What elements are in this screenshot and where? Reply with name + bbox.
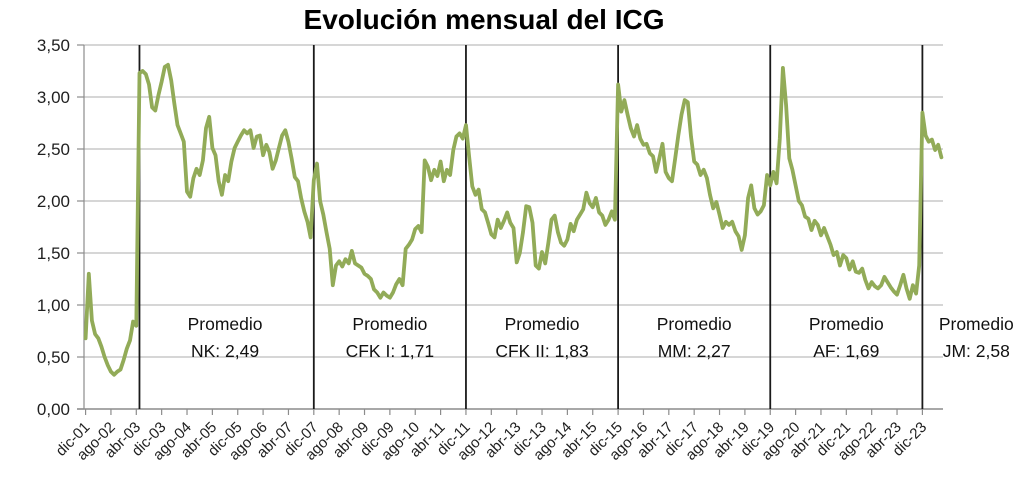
period-average-label: Promedio (657, 314, 732, 334)
y-axis-label: 0,00 (37, 400, 70, 419)
period-average-value: JM: 2,58 (943, 341, 1010, 361)
y-axis-label: 0,50 (37, 348, 70, 367)
y-axis-label: 3,00 (37, 88, 70, 107)
icg-series-line (83, 62, 944, 377)
period-average-label: Promedio (809, 314, 884, 334)
period-average-value: MM: 2,27 (658, 341, 731, 361)
chart-title: Evolución mensual del ICG (303, 4, 665, 35)
y-axis-label: 2,50 (37, 140, 70, 159)
y-axis-label: 1,50 (37, 244, 70, 263)
period-average-value: CFK I: 1,71 (346, 341, 435, 361)
y-axis-label: 1,00 (37, 296, 70, 315)
period-average-value: AF: 1,69 (813, 341, 879, 361)
period-average-label: Promedio (188, 314, 263, 334)
y-axis-label: 2,00 (37, 192, 70, 211)
y-axis-label: 3,50 (37, 36, 70, 55)
period-average-label: Promedio (939, 314, 1014, 334)
period-average-label: Promedio (505, 314, 580, 334)
period-average-label: Promedio (352, 314, 427, 334)
period-average-value: NK: 2,49 (191, 341, 259, 361)
period-average-value: CFK II: 1,83 (495, 341, 588, 361)
